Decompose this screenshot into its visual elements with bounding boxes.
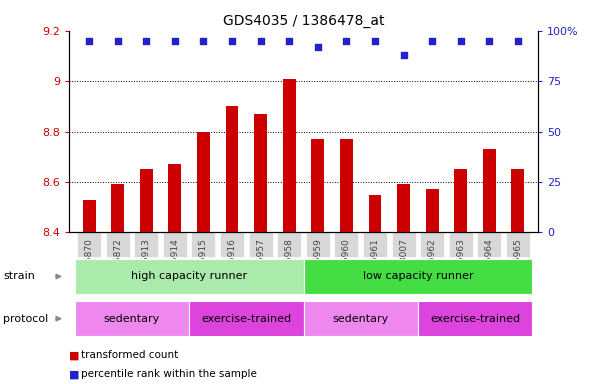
Bar (397, 184, 410, 232)
Bar (168, 164, 182, 232)
Bar (340, 139, 353, 232)
Point (398, 52, 408, 58)
Point (427, 38, 437, 44)
Point (341, 38, 351, 44)
Bar (283, 79, 296, 232)
Title: GDS4035 / 1386478_at: GDS4035 / 1386478_at (223, 14, 384, 28)
Bar (111, 184, 124, 232)
Text: sedentary: sedentary (332, 314, 389, 324)
Text: high capacity runner: high capacity runner (131, 271, 247, 281)
Text: low capacity runner: low capacity runner (362, 271, 473, 281)
Bar (454, 169, 467, 232)
Bar (83, 200, 96, 232)
Bar (483, 149, 496, 232)
Bar (197, 131, 210, 232)
Point (170, 38, 180, 44)
Point (256, 38, 266, 44)
Point (113, 38, 123, 44)
Text: sedentary: sedentary (104, 314, 160, 324)
Text: ■: ■ (69, 369, 79, 379)
Point (84, 38, 94, 44)
Point (141, 38, 151, 44)
Point (513, 38, 523, 44)
Point (313, 44, 323, 50)
Bar (254, 114, 267, 232)
Point (284, 38, 294, 44)
Text: exercise-trained: exercise-trained (430, 314, 520, 324)
Bar (140, 169, 153, 232)
Point (199, 38, 209, 44)
Text: percentile rank within the sample: percentile rank within the sample (81, 369, 257, 379)
Bar (511, 169, 524, 232)
Text: ■: ■ (69, 350, 79, 360)
Point (227, 38, 237, 44)
Text: exercise-trained: exercise-trained (201, 314, 291, 324)
Point (484, 38, 494, 44)
Point (456, 38, 466, 44)
Text: transformed count: transformed count (81, 350, 178, 360)
Bar (311, 139, 324, 232)
Bar (368, 195, 382, 232)
Point (370, 38, 380, 44)
Bar (426, 189, 439, 232)
Bar (225, 106, 239, 232)
Text: protocol: protocol (3, 314, 48, 324)
Text: strain: strain (3, 271, 35, 281)
